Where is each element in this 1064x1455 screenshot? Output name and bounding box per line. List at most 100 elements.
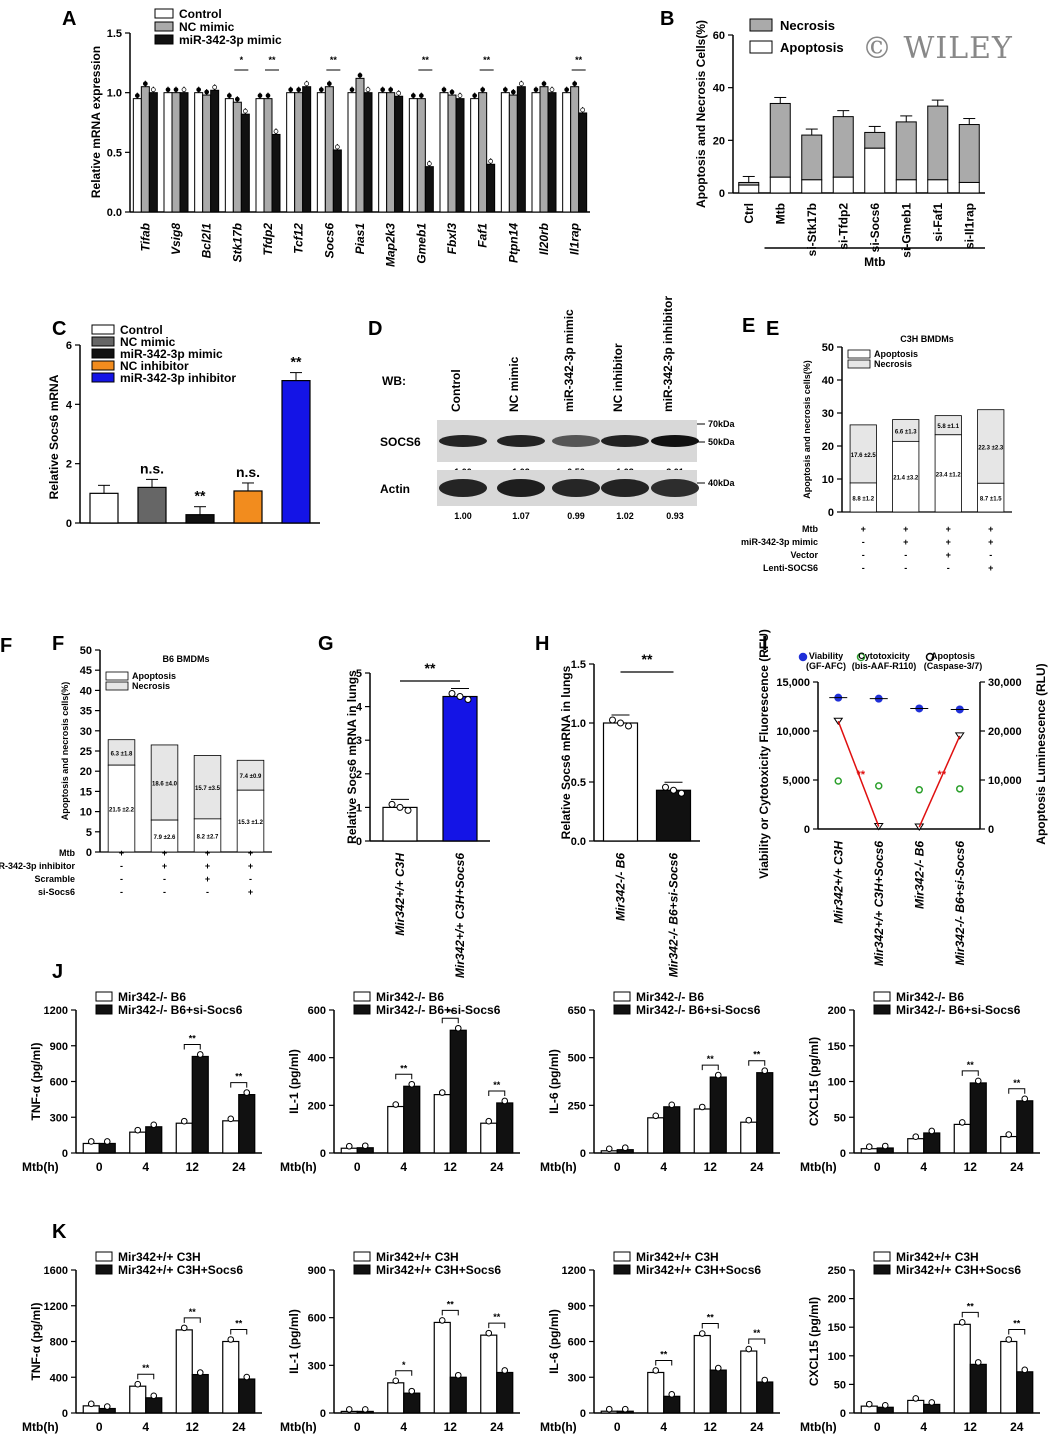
data-point bbox=[714, 1364, 722, 1372]
lane-label: Control bbox=[449, 369, 463, 412]
sig-bracket bbox=[961, 1311, 979, 1318]
bar bbox=[294, 92, 304, 213]
data-point bbox=[881, 1142, 889, 1150]
y-axis-tick-label: 600 bbox=[308, 1005, 326, 1017]
bar bbox=[547, 92, 557, 213]
legend-swatch bbox=[95, 1264, 113, 1275]
legend-label: Mir342+/+ C3H+Socs6 bbox=[118, 1263, 243, 1277]
x-tick-label: 4 bbox=[142, 1160, 149, 1174]
bar bbox=[508, 94, 518, 213]
y-axis-tick-label: 500 bbox=[568, 1053, 586, 1065]
chart-title: C3H BMDMs bbox=[900, 334, 954, 344]
data-point bbox=[396, 90, 402, 96]
bar-necrosis bbox=[150, 744, 179, 821]
sig-label: ** bbox=[493, 1080, 501, 1090]
legend-swatch bbox=[749, 18, 773, 32]
y-axis-tick-label: 35 bbox=[80, 706, 92, 718]
y-axis-tick-label: 20 bbox=[713, 135, 725, 147]
sig-label: ** bbox=[447, 1299, 455, 1309]
data-point bbox=[288, 87, 294, 93]
sig-label: ** bbox=[967, 1060, 975, 1070]
x-tick-label: 0 bbox=[354, 1420, 361, 1434]
bar bbox=[1016, 1100, 1034, 1154]
data-point bbox=[501, 1097, 509, 1105]
y-axis-tick-label: 900 bbox=[568, 1301, 586, 1313]
condition-value: + bbox=[988, 563, 993, 573]
y-axis-tick-label: 5 bbox=[356, 668, 362, 680]
legend-label: Mir342+/+ C3H+Socs6 bbox=[896, 1263, 1021, 1277]
y-axis-tick-label: 50 bbox=[834, 1112, 846, 1124]
bar bbox=[953, 1123, 971, 1154]
condition-label: Mtb bbox=[802, 524, 818, 534]
data-point bbox=[326, 81, 332, 87]
legend-label: Control bbox=[120, 323, 163, 337]
data-point bbox=[572, 81, 578, 87]
y-axis-tick-label: 50 bbox=[80, 645, 92, 657]
data-point bbox=[457, 93, 463, 98]
bar-apoptosis bbox=[832, 176, 854, 194]
sig-label: ** bbox=[447, 1007, 455, 1017]
x-tick-label: 0 bbox=[614, 1160, 621, 1174]
data-point bbox=[974, 1077, 982, 1085]
x-tick-label: Tcf12 bbox=[292, 223, 306, 254]
cytotoxicity-point bbox=[915, 786, 923, 794]
x-tick-label: Gmeb1 bbox=[414, 223, 428, 264]
data-point bbox=[361, 1406, 369, 1413]
y-axis-label: Apoptosis and Necrosis Cells(%) bbox=[694, 20, 708, 208]
bar bbox=[232, 101, 242, 213]
bar bbox=[179, 92, 189, 213]
bar bbox=[470, 98, 480, 213]
x-tick-label: 0 bbox=[614, 1420, 621, 1434]
condition-label: miR-342-3p mimic bbox=[741, 537, 818, 547]
bar bbox=[191, 1373, 209, 1414]
data-point bbox=[501, 1367, 509, 1374]
bar bbox=[185, 514, 215, 524]
data-point bbox=[134, 1126, 142, 1134]
data-point bbox=[761, 1067, 769, 1074]
cytotoxicity-point bbox=[875, 782, 883, 790]
bar-data-label: 6.3 ±1.8 bbox=[111, 751, 133, 757]
y2-axis-tick-label: 0 bbox=[988, 824, 994, 836]
condition-value: + bbox=[248, 861, 253, 871]
legend-label: Necrosis bbox=[780, 18, 835, 33]
data-point bbox=[361, 1142, 369, 1150]
x-tick-label: 4 bbox=[660, 1160, 667, 1174]
legend-label: miR-342-3p mimic bbox=[179, 33, 282, 47]
data-point bbox=[257, 93, 263, 98]
bar-data-label: 8.8 ±1.2 bbox=[852, 496, 874, 502]
data-point bbox=[212, 84, 218, 90]
y-axis-tick-label: 600 bbox=[568, 1337, 586, 1349]
data-point bbox=[181, 87, 187, 93]
cytotoxicity-point bbox=[956, 785, 964, 793]
x-tick-label: si-Socs6 bbox=[868, 203, 882, 253]
bar bbox=[98, 1142, 116, 1154]
data-point bbox=[426, 161, 432, 167]
bar bbox=[403, 1085, 421, 1154]
legend-marker bbox=[925, 652, 935, 662]
data-point bbox=[958, 1119, 966, 1126]
data-point bbox=[408, 1387, 416, 1395]
x-tick-label: 24 bbox=[1010, 1420, 1024, 1434]
x-axis-label: Mtb(h) bbox=[540, 1420, 577, 1434]
bar-data-label: 22.3 ±2.3 bbox=[978, 445, 1004, 451]
legend-swatch bbox=[91, 336, 115, 347]
bar bbox=[222, 1120, 240, 1154]
bar bbox=[570, 86, 580, 213]
sig-label: ** bbox=[400, 1063, 408, 1073]
bar bbox=[387, 1105, 405, 1154]
bar bbox=[137, 486, 167, 524]
bar bbox=[191, 1055, 209, 1154]
bar-data-label: 5.8 ±1.1 bbox=[937, 424, 959, 430]
band-value: 0.99 bbox=[567, 511, 585, 521]
bar bbox=[439, 92, 449, 213]
sig-label: ** bbox=[291, 354, 302, 370]
y-axis-tick-label: 250 bbox=[828, 1265, 846, 1277]
data-point bbox=[580, 107, 586, 113]
data-point bbox=[357, 72, 363, 78]
bar bbox=[238, 1378, 256, 1414]
y-axis-tick-label: 0 bbox=[62, 1408, 68, 1420]
y-axis-tick-label: 0 bbox=[719, 188, 725, 200]
x-tick-label: Vsig8 bbox=[169, 223, 183, 255]
data-point bbox=[142, 81, 148, 87]
data-point bbox=[865, 1143, 873, 1151]
